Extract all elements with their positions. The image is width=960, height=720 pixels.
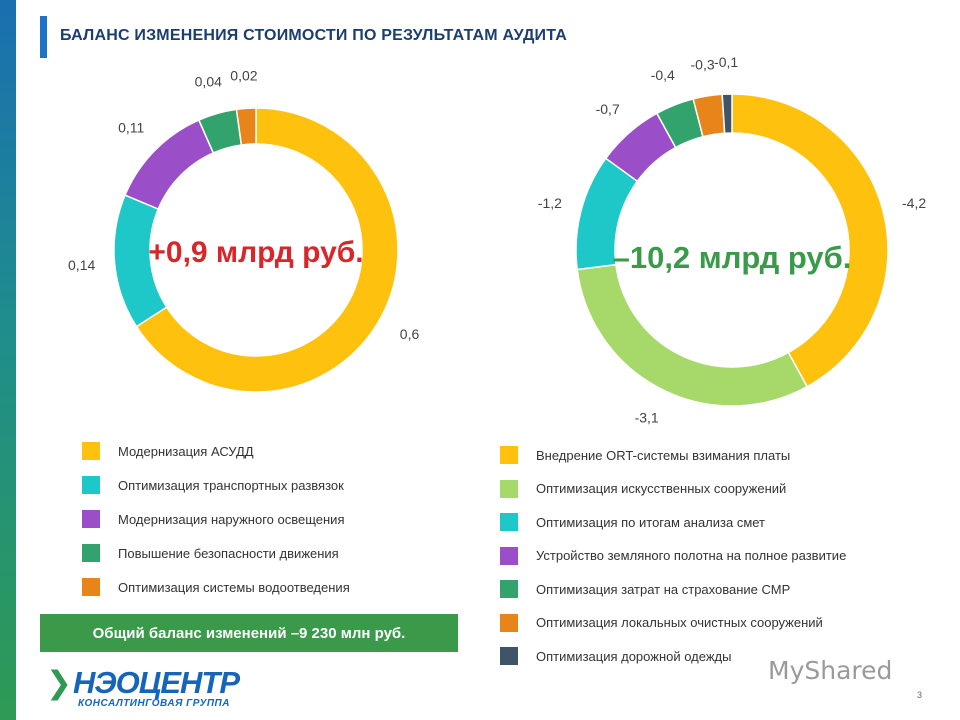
chart1-legend-label: Модернизация АСУДД [118,443,254,459]
chart2-legend-label: Оптимизация затрат на страхование СМР [536,581,791,597]
chart2-legend-label: Устройство земляного полотна на полное р… [536,548,847,563]
watermark: MyShared [768,656,893,685]
chart1-slice-5 [235,107,257,146]
chart2-slice-2 [576,263,809,407]
title-accent-bar [40,16,47,58]
chart2-legend-label: Оптимизация по итогам анализа смет [536,514,766,530]
chart2-legend-label: Внедрение ORT-системы взимания платы [536,447,791,463]
company-logo: ❯НЭОЦЕНТР КОНСАЛТИНГОВАЯ ГРУППА [46,665,240,709]
chart1-slice-label-3: 0,11 [118,119,144,135]
side-decor-strip [0,0,16,720]
chart2-legend-swatch [500,446,518,464]
chart2-center-value: –10,2 млрд руб. [613,240,852,275]
total-balance-box: Общий баланс изменений –9 230 млн руб. [40,614,458,652]
chart1-slice-1 [135,107,399,393]
page-number: 3 [917,690,923,700]
chart2-legend-item: Оптимизация дорожной одежды [500,647,731,665]
chart2-legend-item: Внедрение ORT-системы взимания платы [500,446,790,464]
chart1-legend-swatch [82,578,100,596]
chart1-center-value: +0,9 млрд руб. [148,236,363,269]
chart2-legend-item: Оптимизация по итогам анализа смет [500,513,765,531]
chart1-legend-swatch [82,442,100,460]
chart1-legend-swatch [82,476,100,494]
chart2-slice-label-4: -0,7 [596,101,620,117]
chart1-slice-label-5: 0,02 [230,67,257,83]
chart2-slice-7 [721,93,733,135]
chart1-legend-item: Повышение безопасности движения [82,544,339,562]
chart1-slice-label-4: 0,04 [195,74,222,90]
chart2-slice-1 [731,93,889,388]
chart2-legend-swatch [500,580,518,598]
chart2-legend-label: Оптимизация дорожной одежды [536,648,732,664]
chart1-slice-label-1: 0,6 [400,326,420,342]
chart2-legend-swatch [500,613,518,632]
chart2-slice-label-6: -0,3 [691,56,715,72]
chart1-legend-label: Повышение безопасности движения [118,545,339,561]
chart1-legend-item: Оптимизация системы водоотведения [82,578,350,596]
chart1-legend-item: Модернизация АСУДД [82,442,254,460]
chart1-legend-label: Модернизация наружного освещения [118,511,345,527]
chart1-legend-label: Оптимизация системы водоотведения [118,579,350,595]
chart2-legend-swatch [500,513,518,531]
chart2-legend-item: Оптимизация искусственных сооружений [500,479,787,498]
chart1-slice-label-2: 0,14 [68,257,95,273]
chart2-legend-item: Оптимизация локальных очистных сооружени… [500,613,823,632]
chart2-legend-swatch [500,647,518,665]
chart2-slice-label-5: -0,4 [651,67,675,83]
logo-chevron-icon: ❯ [46,665,72,700]
chart2-slice-label-1: -4,2 [902,195,926,211]
chart2-slice-label-7: -0,1 [714,54,738,70]
logo-brand-text: НЭОЦЕНТР [72,665,240,700]
chart2-legend-label: Оптимизация локальных очистных сооружени… [536,615,823,630]
chart2-legend-item: Оптимизация затрат на страхование СМР [500,580,790,598]
chart1-legend-swatch [82,510,100,528]
chart1-legend-item: Модернизация наружного освещения [82,510,344,528]
chart2-legend-label: Оптимизация искусственных сооружений [536,481,787,496]
chart2-slice-label-2: -3,1 [635,410,659,426]
page-title: БАЛАНС ИЗМЕНЕНИЯ СТОИМОСТИ ПО РЕЗУЛЬТАТА… [60,27,567,44]
chart2-legend-item: Устройство земляного полотна на полное р… [500,546,847,565]
chart2-legend-swatch [500,546,518,565]
chart1-legend-item: Оптимизация транспортных развязок [82,476,344,494]
chart2-legend-swatch [500,479,518,498]
chart1-legend-label: Оптимизация транспортных развязок [118,477,344,493]
chart1-legend-swatch [82,544,100,562]
chart2-slice-label-3: -1,2 [538,195,562,211]
logo-subtitle: КОНСАЛТИНГОВАЯ ГРУППА [78,698,230,709]
